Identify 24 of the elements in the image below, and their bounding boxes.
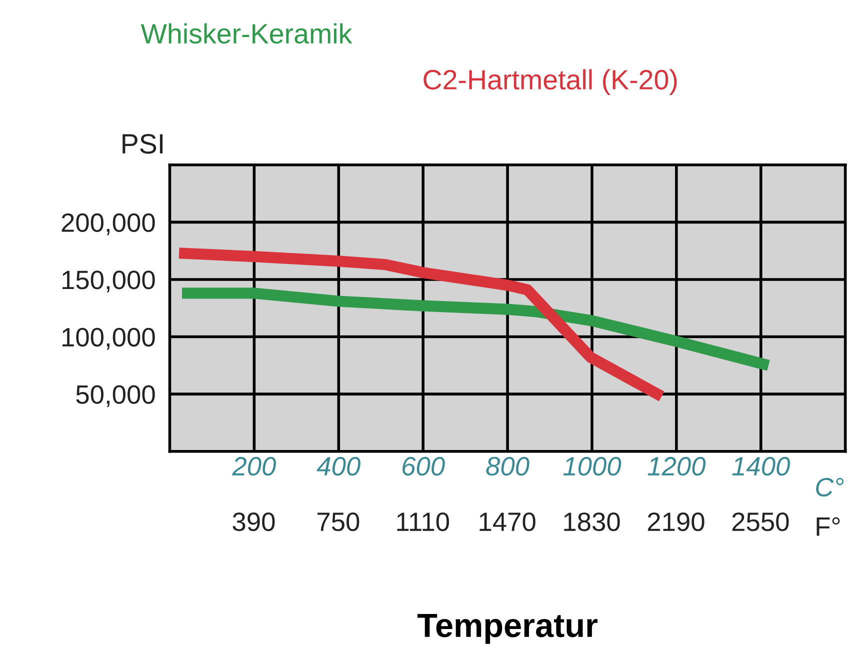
y-tick-label: 100,000 <box>62 328 155 350</box>
text: C2-Hartmetall (K-20) <box>424 69 677 96</box>
x-tick-label: 600 <box>402 456 445 476</box>
x-tick-label: 800 <box>486 456 530 476</box>
x-axis-title: Temperatur <box>417 614 598 644</box>
x-tick-label: 200 <box>232 456 276 476</box>
text: C° <box>816 478 844 497</box>
y-axis-title: PSI <box>122 134 163 154</box>
x2-tick-label: 750 <box>318 512 360 532</box>
y-tick-label: 50,000 <box>76 385 155 408</box>
x2-tick-label: 1830 <box>564 512 620 532</box>
x2-tick-label: 1470 <box>480 512 536 532</box>
x-tick-label: 1200 <box>648 456 706 476</box>
x2-tick-label: 390 <box>232 512 275 532</box>
x2-tick-label: 2550 <box>732 512 789 532</box>
x-tick-label: 400 <box>316 456 360 476</box>
text: F° <box>816 517 840 536</box>
x-tick-label: 1000 <box>563 456 622 476</box>
x-tick-label: 1400 <box>732 456 790 476</box>
x2-tick-label: 2190 <box>648 512 704 532</box>
y-tick-label: 200,000 <box>62 213 155 236</box>
text: Whisker-Keramik <box>140 23 352 44</box>
x2-tick-label: 1110 <box>397 512 449 532</box>
y-tick-label: 150,000 <box>62 270 155 292</box>
